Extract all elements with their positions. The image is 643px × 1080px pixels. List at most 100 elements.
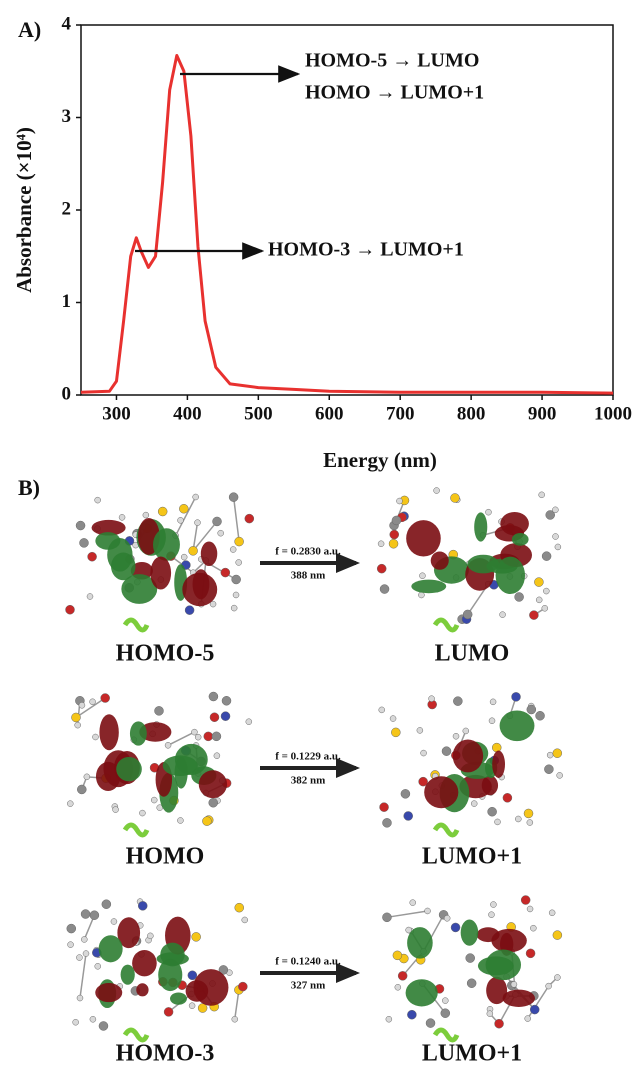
bond [192, 522, 199, 551]
atom [212, 516, 222, 527]
atom [420, 749, 427, 757]
orbital-lobe [120, 964, 135, 985]
orbital-lobe [485, 949, 522, 981]
orbital-lobe [491, 928, 527, 953]
bond [174, 496, 197, 536]
atom [211, 731, 222, 742]
atom [147, 932, 154, 940]
atom [470, 800, 478, 807]
bond [79, 953, 87, 999]
orbital-lobe [492, 750, 505, 778]
wavelength: 327 nm [291, 980, 326, 992]
orbital-lobe [150, 556, 172, 590]
orbital-lobe [411, 579, 447, 594]
atom [78, 702, 86, 709]
atom [541, 551, 552, 561]
atom [424, 907, 431, 915]
atom [554, 974, 561, 981]
atom [197, 1003, 208, 1013]
orbital-lobe [116, 756, 142, 782]
atom [376, 563, 387, 574]
atom [245, 718, 253, 725]
y-tick-label: 3 [62, 106, 72, 127]
atom [419, 572, 426, 579]
atom [490, 901, 497, 908]
y-tick-label: 0 [62, 383, 72, 404]
atom [544, 764, 554, 774]
atom [450, 493, 460, 503]
molecule [67, 691, 253, 838]
orbital-label: HOMO-3 [116, 1041, 215, 1067]
atom [394, 984, 402, 991]
x-tick-label: 300 [102, 403, 131, 424]
cl-atom [432, 1027, 460, 1043]
atom [465, 953, 475, 963]
orbital-lobe [99, 714, 119, 751]
atom [235, 559, 242, 566]
atom [388, 538, 399, 549]
orbital-lobe [129, 721, 147, 746]
atom [452, 733, 460, 740]
panel-label: B) [18, 475, 40, 500]
atom [75, 520, 86, 531]
atom [118, 514, 126, 521]
atom [535, 596, 543, 604]
orbital-lobe [121, 574, 158, 604]
atom [157, 506, 168, 517]
orbital-lobe [170, 992, 187, 1005]
atom [202, 816, 212, 826]
atom [164, 742, 172, 749]
molecule [376, 487, 562, 633]
atom [77, 784, 87, 795]
atom [552, 930, 563, 940]
atom [194, 519, 201, 526]
orbital-lobe [111, 552, 136, 581]
x-tick-label: 1000 [594, 403, 632, 424]
atom [177, 817, 184, 824]
atom [407, 1009, 417, 1020]
atom [142, 511, 150, 519]
orbital-lobe [139, 722, 172, 742]
atom [180, 553, 188, 561]
atom [191, 932, 201, 942]
annotation-text: HOMO-3 → LUMO+1 [268, 239, 464, 261]
atom [100, 693, 110, 703]
atom [378, 706, 385, 714]
panel-label: A) [18, 17, 41, 42]
atom [74, 721, 81, 729]
atom [218, 965, 229, 975]
atom [442, 997, 449, 1004]
orbital-lobe [430, 551, 449, 570]
atom [382, 818, 392, 828]
orbital-lobe [474, 512, 488, 542]
atom [139, 809, 146, 817]
atom [188, 1002, 196, 1009]
atom [208, 797, 218, 808]
x-tick-label: 600 [315, 403, 344, 424]
orbital-lobe [91, 519, 126, 536]
wavelength: 388 nm [291, 570, 326, 582]
y-tick-label: 4 [62, 13, 72, 34]
orbital-lobe [160, 942, 185, 967]
atom [154, 706, 164, 716]
atom [238, 981, 248, 992]
atom [101, 899, 112, 909]
annotation-text: HOMO-5 → LUMO [305, 50, 479, 72]
orbital-lobe [452, 739, 484, 773]
atom [232, 591, 240, 599]
atom [137, 901, 148, 911]
orbital-lobe [200, 541, 218, 566]
atom [538, 491, 545, 499]
orbital-lobe [158, 958, 183, 992]
atom [92, 733, 99, 741]
cl-atom [122, 822, 150, 838]
atom [441, 746, 452, 756]
atom [554, 543, 562, 551]
oscillator-strength: f = 0.2830 a.u. [275, 546, 341, 558]
atom [67, 941, 74, 948]
atom [391, 727, 401, 738]
atom [543, 587, 550, 595]
atom [546, 751, 554, 759]
atom [379, 802, 389, 812]
atom [83, 773, 91, 781]
